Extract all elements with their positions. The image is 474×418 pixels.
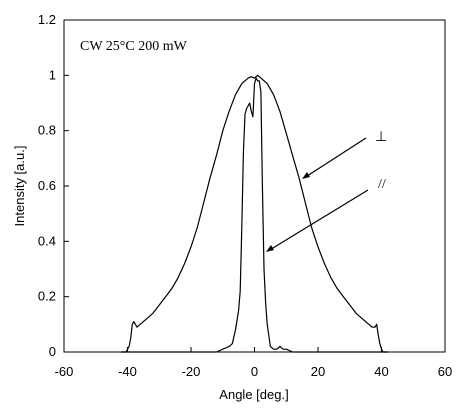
x-tick-label: 60: [438, 364, 452, 379]
x-tick-label: -60: [55, 364, 74, 379]
parallel-label: //: [378, 177, 386, 192]
perpendicular-arrow-head: [302, 172, 310, 179]
parallel-arrow-head: [266, 245, 274, 252]
perpendicular-arrow-line: [303, 137, 367, 179]
y-tick-label: 1.2: [38, 12, 56, 27]
x-tick-label: 40: [374, 364, 388, 379]
x-tick-label: 20: [311, 364, 325, 379]
series-group: [121, 74, 388, 353]
y-tick-label: 0: [49, 344, 56, 359]
perpendicular-callout: ⊥: [302, 129, 387, 179]
x-axis-ticks: -60 -40 -20 0 20 40 60: [55, 347, 452, 379]
plot-frame: [63, 19, 446, 353]
y-tick-label: 1: [49, 67, 56, 82]
parallel-arrow-line: [267, 189, 369, 252]
series-line-parallel: [121, 77, 388, 353]
x-tick-label: 0: [251, 364, 258, 379]
y-tick-label: 0.2: [38, 289, 56, 304]
parallel-callout: //: [266, 177, 386, 252]
y-tick-label: 0.6: [38, 178, 56, 193]
x-tick-label: -40: [118, 364, 137, 379]
y-tick-label: 0.4: [38, 233, 56, 248]
y-axis-label: Intensity [a.u.]: [12, 146, 27, 227]
chart-annotation: CW 25°C 200 mW: [80, 39, 188, 54]
y-axis-ticks: 0 0.2 0.4 0.6 0.8 1 1.2: [38, 12, 69, 359]
perpendicular-label: ⊥: [375, 129, 387, 145]
series-line-perpendicular: [121, 74, 388, 353]
x-tick-label: -20: [182, 364, 201, 379]
x-axis-label: Angle [deg.]: [219, 387, 288, 402]
y-tick-label: 0.8: [38, 123, 56, 138]
